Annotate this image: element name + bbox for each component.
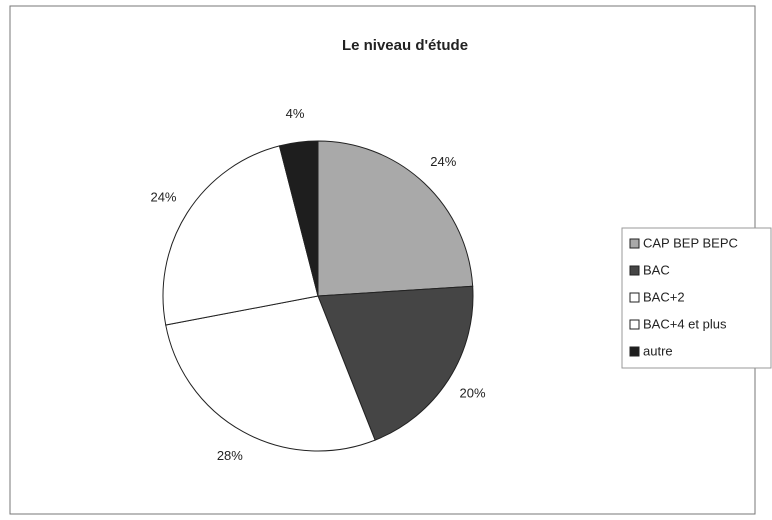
slice-label: 24% — [430, 154, 456, 169]
chart-title: Le niveau d'étude — [342, 37, 468, 54]
slice-label: 4% — [286, 106, 305, 121]
pie-slice — [162, 145, 319, 326]
legend-swatch — [629, 265, 640, 276]
legend-box — [621, 227, 772, 369]
legend-label: CAP BEP BEPC — [643, 235, 738, 250]
slice-label: 28% — [217, 448, 243, 463]
legend-swatch — [629, 319, 640, 330]
legend-swatch — [629, 238, 640, 249]
pie-slice — [317, 285, 474, 441]
pie-slice — [278, 140, 319, 297]
legend-label: autre — [643, 343, 673, 358]
slice-label: 20% — [459, 385, 485, 400]
pie-slice — [165, 295, 376, 452]
pie-slice — [317, 140, 474, 297]
legend-label: BAC+4 et plus — [643, 316, 727, 331]
slice-label: 24% — [150, 189, 176, 204]
legend-label: BAC+2 — [643, 289, 685, 304]
legend-swatch — [629, 346, 640, 357]
legend-label: BAC — [643, 262, 670, 277]
legend-swatch — [629, 292, 640, 303]
